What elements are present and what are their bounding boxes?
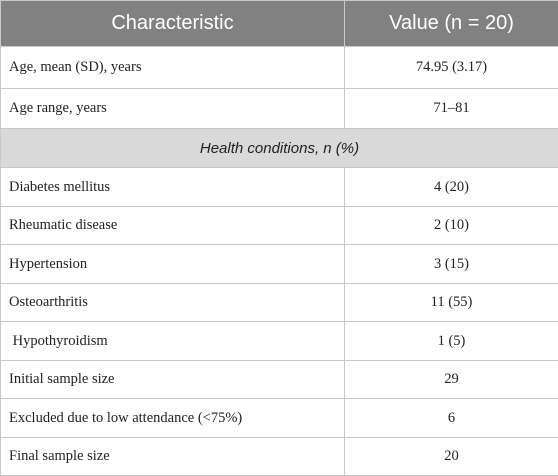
label-cell: Age, mean (SD), years bbox=[0, 46, 345, 89]
label-cell: Osteoarthritis bbox=[0, 283, 345, 322]
value-cell: 3 (15) bbox=[344, 244, 558, 284]
table-row: Initial sample size 29 bbox=[0, 360, 558, 399]
header-row: Characteristic Value (n = 20) bbox=[0, 0, 558, 47]
value-cell: 1 (5) bbox=[344, 321, 558, 361]
table-row: Excluded due to low attendance (<75%) 6 bbox=[0, 398, 558, 438]
table-body: Age, mean (SD), years 74.95 (3.17) Age ran… bbox=[0, 46, 558, 476]
label-cell: Diabetes mellitus bbox=[0, 167, 345, 207]
table-row: Hypothyroidism 1 (5) bbox=[0, 321, 558, 361]
label-cell: Hypertension bbox=[0, 244, 345, 284]
value-cell: 6 bbox=[344, 398, 558, 438]
header-cell: Value (n = 20) bbox=[344, 0, 558, 47]
value-cell: 4 (20) bbox=[344, 167, 558, 207]
table-row: Age range, years 71–81 bbox=[0, 88, 558, 129]
value-cell: 2 (10) bbox=[344, 206, 558, 245]
value-cell: 11 (55) bbox=[344, 283, 558, 322]
table-row: Age, mean (SD), years 74.95 (3.17) bbox=[0, 46, 558, 89]
table-row: Hypertension 3 (15) bbox=[0, 244, 558, 284]
section-cell: Health conditions, n (%) bbox=[0, 128, 558, 168]
value-cell: 74.95 (3.17) bbox=[344, 46, 558, 89]
value-cell: 29 bbox=[344, 360, 558, 399]
table-row: Health conditions, n (%) bbox=[0, 128, 558, 168]
table-row: Diabetes mellitus 4 (20) bbox=[0, 167, 558, 207]
value-cell: 71–81 bbox=[344, 88, 558, 129]
label-cell: Excluded due to low attendance (<75%) bbox=[0, 398, 345, 438]
value-cell: 20 bbox=[344, 437, 558, 476]
table-row: Final sample size 20 bbox=[0, 437, 558, 476]
label-cell: Initial sample size bbox=[0, 360, 345, 399]
header-cell: Characteristic bbox=[0, 0, 345, 47]
label-cell: Age range, years bbox=[0, 88, 345, 129]
label-cell: Rheumatic disease bbox=[0, 206, 345, 245]
label-cell: Hypothyroidism bbox=[0, 321, 345, 361]
table-row: Osteoarthritis 11 (55) bbox=[0, 283, 558, 322]
table-row: Rheumatic disease 2 (10) bbox=[0, 206, 558, 245]
label-cell: Final sample size bbox=[0, 437, 345, 476]
